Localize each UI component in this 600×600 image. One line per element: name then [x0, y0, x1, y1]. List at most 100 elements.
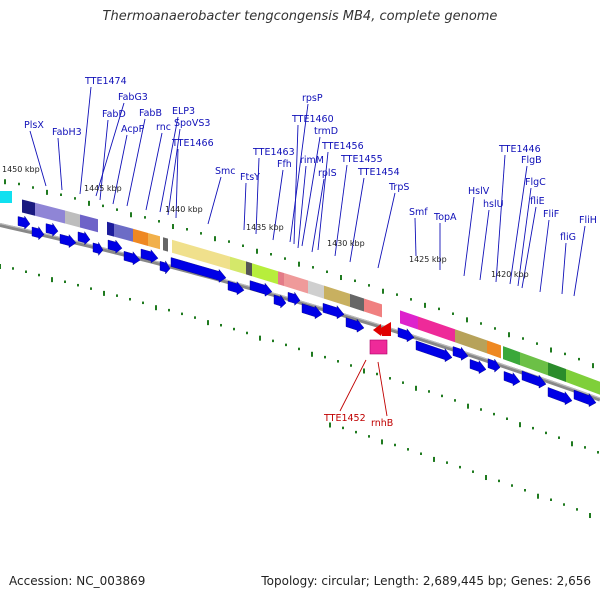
minus-gene-label[interactable]: rnhB [371, 418, 393, 429]
gene-label[interactable]: TTE1456 [321, 141, 364, 152]
gene-arrow[interactable] [287, 291, 301, 306]
gene-label[interactable]: TTE1460 [291, 114, 334, 125]
minus-strand: TTE1452 rnhB [323, 322, 393, 429]
gene-label[interactable]: FliF [543, 209, 559, 220]
gene-label[interactable]: FlgC [525, 177, 546, 188]
minus-leader-line [377, 361, 388, 417]
gene-label[interactable]: TTE1455 [340, 154, 383, 165]
gene-arrow[interactable] [123, 251, 141, 266]
leader-line [243, 182, 247, 231]
leader-line [145, 132, 163, 211]
leader-line [29, 130, 47, 187]
gene-label[interactable]: rplS [318, 168, 337, 179]
gene-arrow[interactable] [59, 233, 77, 248]
gene-arrow[interactable] [92, 241, 104, 256]
gene-label[interactable]: rpsP [302, 93, 323, 104]
gene-arrow[interactable] [503, 371, 521, 387]
gene-label[interactable]: rnc [156, 122, 171, 133]
gene-arrow[interactable] [249, 280, 273, 297]
gene-label[interactable]: FtsY [240, 172, 260, 183]
leader-line [159, 116, 179, 213]
gene-arrow[interactable] [273, 294, 287, 309]
color-band-segment [22, 199, 35, 216]
leader-line [112, 134, 128, 205]
color-band-segment [107, 221, 114, 237]
minus-gene-label[interactable]: TTE1452 [323, 413, 366, 424]
gene-label[interactable]: TTE1463 [252, 147, 295, 158]
color-bands [0, 191, 600, 395]
gene-label[interactable]: TrpS [388, 182, 409, 193]
gene-label[interactable]: FlgB [521, 155, 542, 166]
topology-text: Topology: circular; Length: 2,689,445 bp… [261, 574, 591, 588]
gene-arrow[interactable] [77, 231, 91, 246]
gene-label[interactable]: SpoVS3 [174, 118, 210, 129]
minus-gene-arrow[interactable] [373, 324, 381, 336]
gene-arrow[interactable] [322, 303, 345, 320]
gene-arrow[interactable] [31, 226, 45, 241]
gene-arrow[interactable] [107, 239, 123, 254]
gene-arrow[interactable] [170, 257, 227, 283]
gene-arrow[interactable] [469, 359, 487, 374]
gene-label[interactable]: PlsX [24, 120, 44, 131]
gene-labels: PlsX FabH3 TTE1474 FabG3 FabD AcpP FabB rncELP3… [24, 76, 597, 243]
gene-label[interactable]: FabB [139, 108, 162, 119]
gene-label[interactable]: fliG [560, 232, 576, 243]
gene-arrow[interactable] [573, 389, 597, 407]
gene-arrow[interactable] [415, 340, 453, 363]
accession-text: Accession: NC_003869 [9, 574, 146, 588]
leader-line [175, 148, 179, 219]
leader-line [495, 154, 506, 283]
gene-arrow[interactable] [45, 222, 59, 237]
minus-gene-arrow[interactable] [379, 322, 391, 336]
color-band-segment [350, 293, 364, 312]
gene-arrow[interactable] [452, 346, 469, 361]
gene-label[interactable]: ELP3 [172, 106, 195, 117]
gene-label[interactable]: hslU [483, 199, 504, 210]
gene-label[interactable]: FabG3 [118, 92, 148, 103]
gene-label[interactable]: TTE1474 [84, 76, 127, 87]
color-band-segment [308, 280, 324, 299]
gene-label[interactable]: trmD [314, 126, 338, 137]
color-band-segment [35, 202, 65, 224]
gene-arrow[interactable] [159, 260, 171, 275]
gene-label[interactable]: TTE1446 [498, 144, 541, 155]
gene-label[interactable]: TTE1454 [357, 167, 400, 178]
gene-arrow[interactable] [521, 370, 547, 389]
color-band-segment [230, 256, 246, 275]
scale-labels: 1450 kbp 1445 kbp 1440 kbp 1435 kbp 1430 kbp… [2, 165, 529, 279]
leader-line [317, 151, 329, 251]
gene-arrow[interactable] [547, 387, 573, 406]
gene-label[interactable]: FliH [579, 215, 597, 226]
leader-line [539, 219, 550, 293]
gene-label[interactable]: fliE [530, 196, 545, 207]
leader-line [479, 209, 490, 281]
gene-label[interactable]: Smf [409, 207, 428, 218]
color-band-segment [418, 316, 455, 343]
gene-label[interactable]: TTE1466 [171, 138, 214, 149]
gene-label[interactable]: HslV [468, 186, 490, 197]
gene-arrow[interactable] [17, 215, 31, 230]
gene-arrow[interactable] [345, 317, 365, 333]
gene-arrow[interactable] [227, 280, 245, 296]
gene-arrow[interactable] [301, 303, 323, 320]
gene-label[interactable]: AcpP [121, 124, 145, 135]
color-band-segment [148, 233, 160, 250]
color-band-segment [324, 285, 350, 307]
gene-arrow[interactable] [487, 358, 501, 373]
color-band-segment [252, 263, 278, 285]
gene-label[interactable]: Ffh [277, 159, 292, 170]
leader-line [99, 119, 109, 201]
gene-label[interactable]: Smc [215, 166, 236, 177]
gene-label[interactable]: rimM [300, 155, 324, 166]
leader-line [463, 196, 475, 277]
color-band-segment [455, 329, 487, 354]
gene-label[interactable]: FabD [102, 109, 126, 120]
gene-label[interactable]: TopA [433, 212, 457, 223]
gene-label[interactable]: FabH3 [52, 127, 82, 138]
gene-arrows [17, 215, 597, 407]
leader-line [573, 225, 586, 297]
color-band-segment [172, 239, 230, 270]
gene-arrow[interactable] [397, 327, 415, 343]
leader-line [521, 206, 537, 289]
gene-arrow[interactable] [140, 248, 159, 264]
